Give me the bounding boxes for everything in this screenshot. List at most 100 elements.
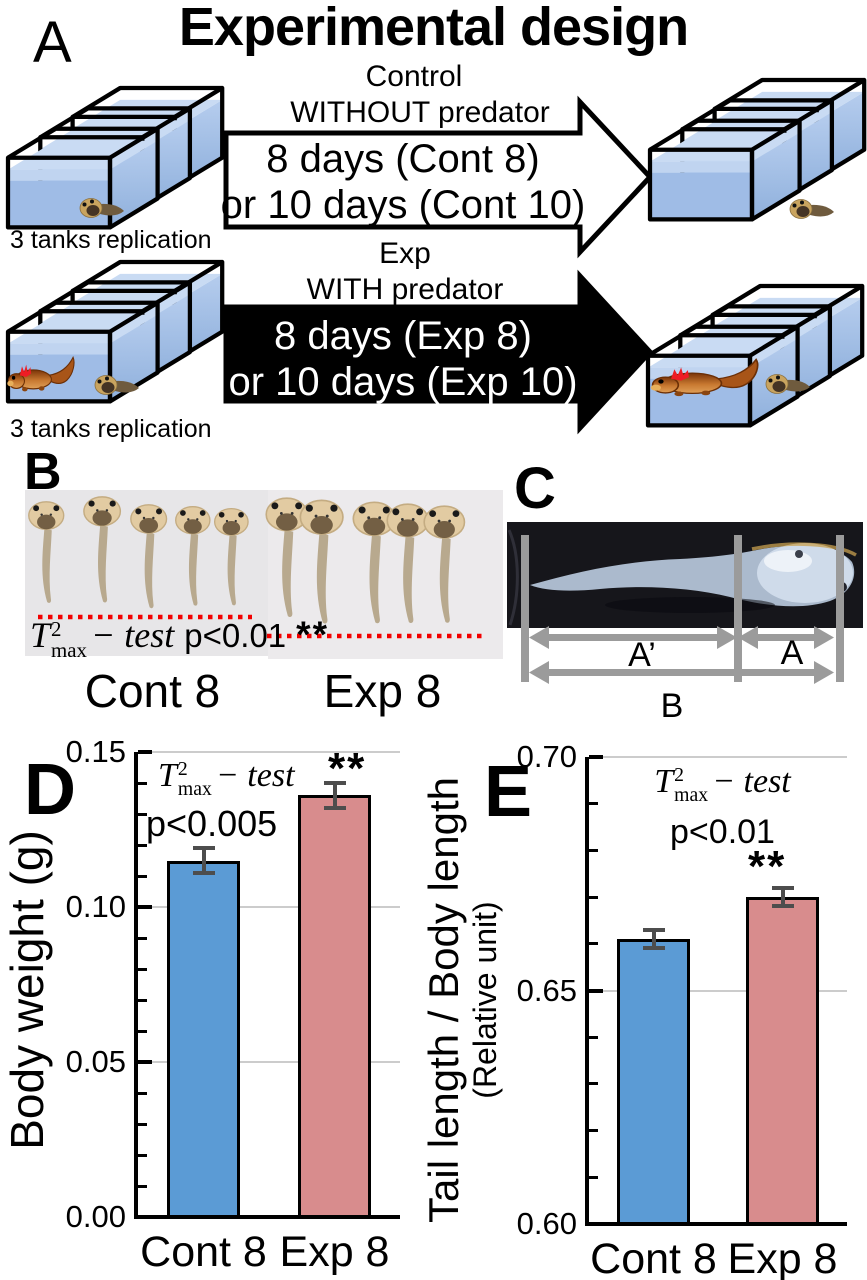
y-tick-label: 0.10 xyxy=(65,889,126,924)
y-minor-tick xyxy=(138,874,147,878)
tail-ratio-axis-title: Tail length / Body length (Relative unit… xyxy=(420,777,503,1223)
y-tick-label: 0.05 xyxy=(65,1044,126,1079)
error-cap-top xyxy=(642,927,665,932)
error-bar xyxy=(780,887,785,907)
y-minor-tick xyxy=(138,812,147,816)
panel-c-tadpole xyxy=(530,542,857,613)
y-minor-tick xyxy=(589,895,598,899)
y-tick-label: 0.00 xyxy=(65,1199,126,1234)
y-minor-tick xyxy=(138,967,147,971)
control-subtitle: WITHOUT predator xyxy=(290,96,550,129)
panel-b-stat: T 2 max − test p<0.01 ** xyxy=(30,614,329,661)
stat-annotation-e: T 2 max − test p<0.01 xyxy=(630,762,815,852)
significance-stars: ** xyxy=(296,614,329,655)
group-label-cont8: Cont 8 xyxy=(84,665,221,717)
y-minor-tick xyxy=(138,1122,147,1126)
body-measure-label: A xyxy=(781,634,804,672)
error-cap-bottom xyxy=(323,805,346,810)
y-axis-line xyxy=(585,757,589,1224)
panel-a-label: A xyxy=(33,10,72,75)
y-tick-label: 0.60 xyxy=(516,1206,577,1241)
bar-cont-8 xyxy=(167,860,240,1217)
error-cap-bottom xyxy=(771,904,794,909)
stat-annotation-d: T 2 max − test p<0.005 xyxy=(146,757,295,844)
group-label-exp8: Exp 8 xyxy=(323,665,442,717)
stat-sub: max xyxy=(51,638,87,663)
y-tick-label: 0.65 xyxy=(516,972,577,1008)
error-cap-top xyxy=(192,846,215,851)
y-minor-tick xyxy=(138,781,147,785)
exp-arrow xyxy=(223,269,654,435)
tank-group-exp-end xyxy=(648,286,862,425)
error-cap-top xyxy=(771,885,794,890)
measurement-marks xyxy=(521,535,844,684)
tadpole-icon xyxy=(789,199,835,219)
stat-rest: − test xyxy=(90,615,175,655)
stat-sup: 2 xyxy=(51,616,62,641)
y-tick-mark xyxy=(138,1060,152,1064)
body-weight-chart: 0.00 0.05 0.10 0.15 Cont 8 Exp 8 xyxy=(66,735,400,1275)
category-label: Exp 8 xyxy=(727,1235,838,1280)
y-minor-tick xyxy=(589,1175,598,1179)
total-measure-label: B xyxy=(661,687,684,725)
photo-panels: A’ A B xyxy=(25,490,863,725)
experimental-design-diagram: Control WITHOUT predator 8 days (Cont 8)… xyxy=(0,60,867,443)
y-minor-tick xyxy=(138,1153,147,1157)
control-title: Control xyxy=(366,60,463,93)
category-label: Cont 8 xyxy=(140,1228,267,1276)
stat-t: T xyxy=(30,615,51,655)
y-minor-tick xyxy=(589,1082,598,1086)
body-weight-axis-title: Body weight (g) xyxy=(1,830,53,1150)
y-axis-line xyxy=(134,752,138,1217)
y-minor-tick xyxy=(589,1129,598,1133)
replication-label-bottom: 3 tanks replication xyxy=(10,415,212,443)
control-arrow-line2: or 10 days (Cont 10) xyxy=(221,183,586,227)
replication-label-top: 3 tanks replication xyxy=(10,226,212,254)
error-bar xyxy=(201,848,206,873)
exp-arrow-line2: or 10 days (Exp 10) xyxy=(228,360,577,404)
p-value-e: p<0.01 xyxy=(670,812,775,851)
y-minor-tick xyxy=(138,843,147,847)
error-bar xyxy=(332,783,337,808)
tank-group-control-end xyxy=(650,80,864,219)
panel-d-label: D xyxy=(24,750,76,830)
significance-stars-e: ** xyxy=(748,842,787,891)
x-axis-line xyxy=(134,1215,400,1219)
panel-e-label: E xyxy=(484,752,533,832)
error-cap-bottom xyxy=(642,946,665,951)
control-arrow xyxy=(223,95,654,259)
y-minor-tick xyxy=(138,1184,147,1188)
y-tick-label: 0.70 xyxy=(516,739,577,774)
y-minor-tick xyxy=(138,936,147,940)
y-minor-tick xyxy=(138,1091,147,1095)
gridline xyxy=(138,906,400,908)
error-bar xyxy=(651,929,656,949)
gridline xyxy=(589,989,847,992)
category-label: Exp 8 xyxy=(279,1228,390,1276)
y-minor-tick xyxy=(138,998,147,1002)
significance-stars-d: ** xyxy=(328,744,367,793)
y-tick-mark xyxy=(589,755,603,759)
category-label: Cont 8 xyxy=(590,1235,717,1280)
bar-exp-8 xyxy=(746,897,819,1224)
error-cap-bottom xyxy=(192,870,215,875)
y-tick-mark xyxy=(138,905,152,909)
gridline xyxy=(138,1061,400,1063)
y-minor-tick xyxy=(138,1029,147,1033)
y-tick-mark xyxy=(138,750,152,754)
y-tick-mark xyxy=(589,988,603,993)
exp-arrow-line1: 8 days (Exp 8) xyxy=(274,314,532,358)
stat-p-value: p<0.01 xyxy=(184,617,287,654)
tail-measure-label: A’ xyxy=(628,636,656,674)
gridline xyxy=(589,756,847,758)
y-minor-tick xyxy=(589,942,598,946)
exp-title: Exp xyxy=(379,237,431,270)
control-arrow-line1: 8 days (Cont 8) xyxy=(266,137,539,181)
figure-title: Experimental design xyxy=(178,0,689,57)
tail-body-ratio-chart: 0.60 0.65 0.70 Cont 8 Exp 8 xyxy=(517,740,847,1280)
y-tick-label: 0.15 xyxy=(65,734,126,769)
y-minor-tick xyxy=(589,1035,598,1039)
p-value-d: p<0.005 xyxy=(146,802,278,844)
exp-subtitle: WITH predator xyxy=(307,273,504,306)
y-minor-tick xyxy=(589,802,598,806)
